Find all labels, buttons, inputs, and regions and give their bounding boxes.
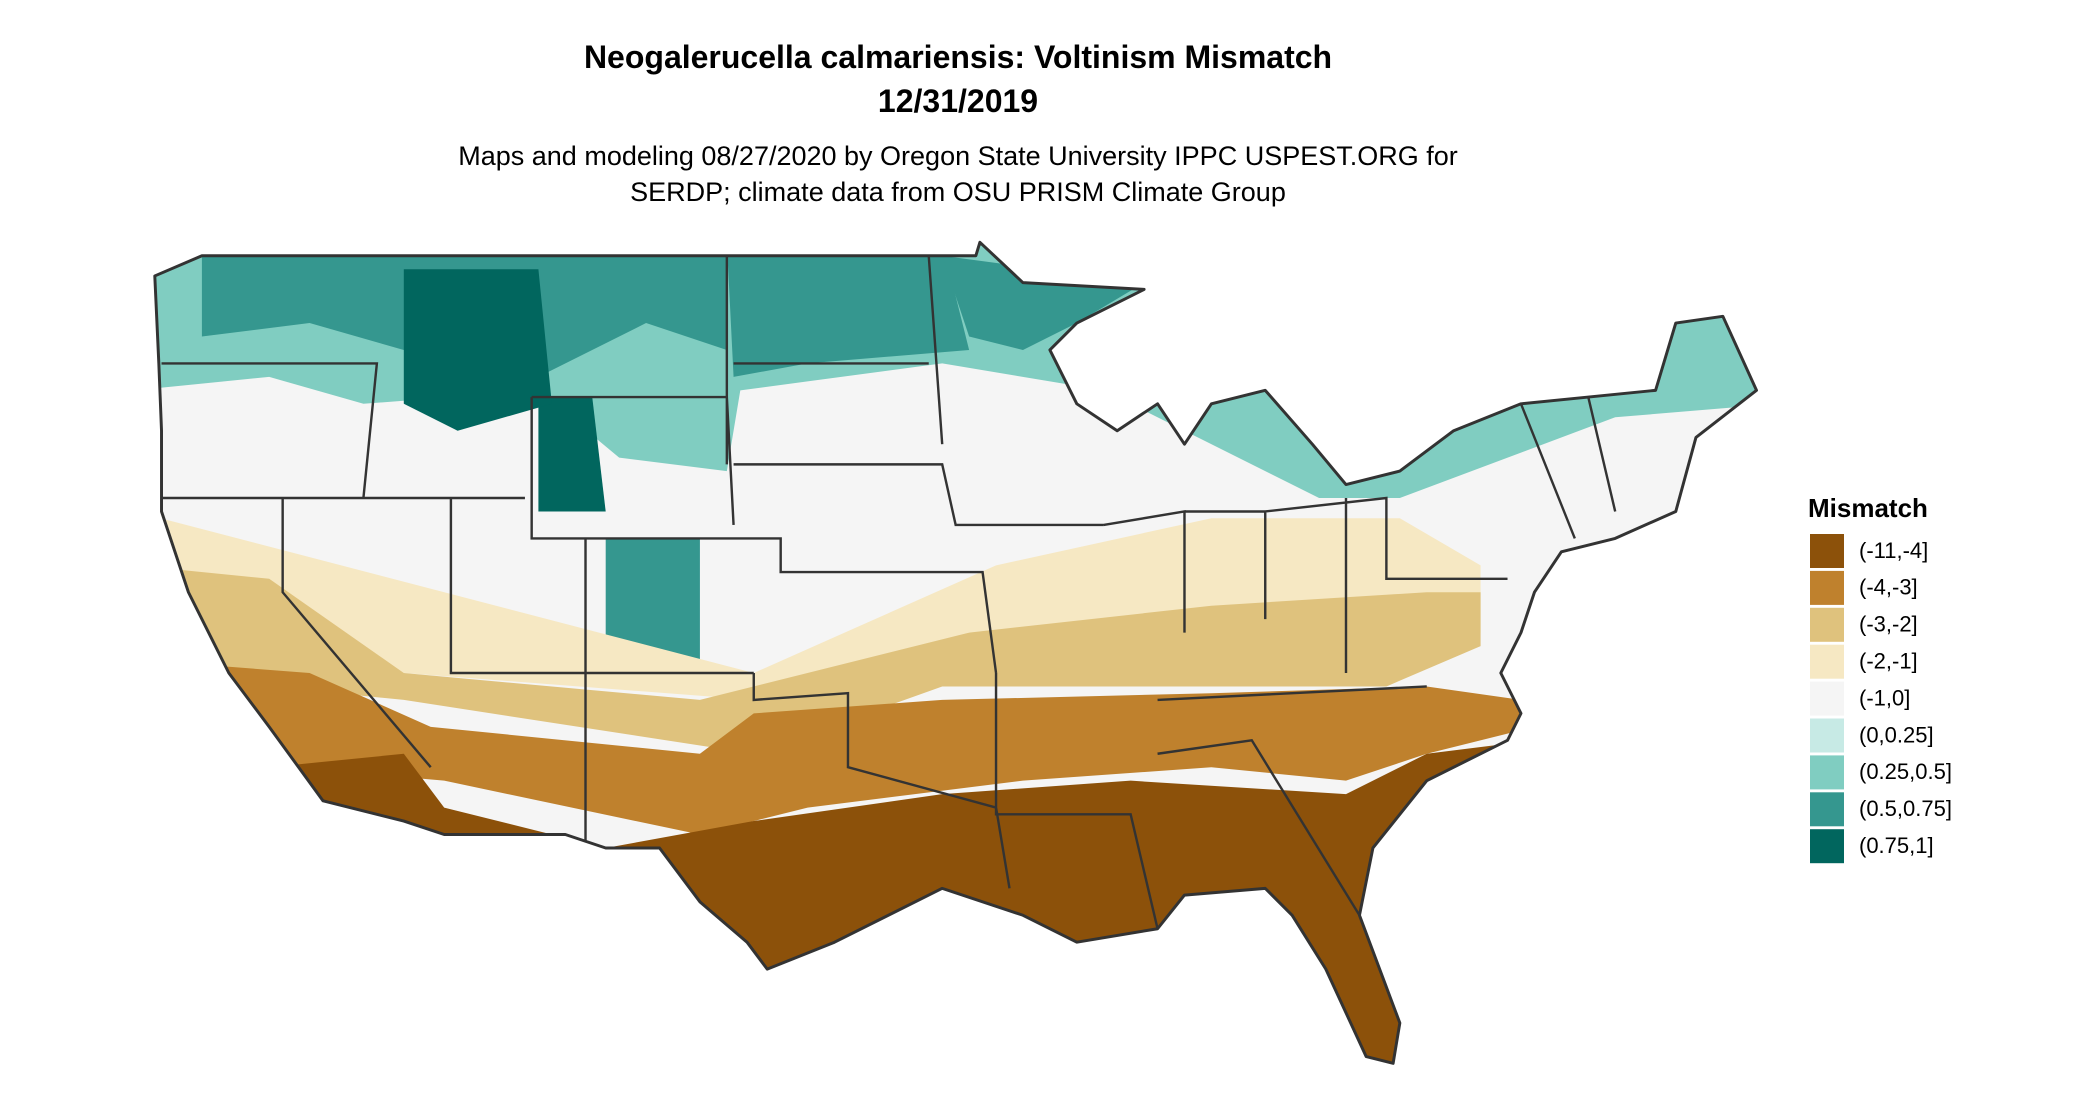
legend-swatch <box>1810 718 1844 753</box>
legend-label: (0,0.25] <box>1859 722 1934 747</box>
legend-swatch <box>1810 570 1844 605</box>
legend-swatch <box>1810 755 1844 790</box>
legend-label: (-2,-1] <box>1859 649 1918 674</box>
legend-swatch <box>1810 534 1844 568</box>
legend-swatch <box>1810 829 1844 864</box>
legend-label: (0.5,0.75] <box>1859 796 1952 821</box>
legend-swatch <box>1810 607 1844 642</box>
legend-swatch <box>1810 681 1844 716</box>
subtitle: SERDP; climate data from OSU PRISM Clima… <box>630 177 1286 207</box>
title: Neogalerucella calmariensis: Voltinism M… <box>584 39 1332 75</box>
legend-label: (0.75,1] <box>1859 833 1934 858</box>
legend-label: (-3,-2] <box>1859 612 1918 637</box>
legend-title: Mismatch <box>1808 493 1928 523</box>
legend: (-11,-4] (-4,-3] (-3,-2] (-2,-1] (-1,0] (0,0.… <box>1810 534 1952 864</box>
title-date: 12/31/2019 <box>878 83 1038 119</box>
legend-label: (-1,0] <box>1859 685 1910 710</box>
legend-label: (-11,-4] <box>1859 538 1928 563</box>
map <box>153 240 1759 1065</box>
subtitle: Maps and modeling 08/27/2020 by Oregon S… <box>458 141 1458 171</box>
legend-swatch <box>1810 792 1844 827</box>
legend-label: (-4,-3] <box>1859 575 1918 600</box>
legend-swatch <box>1810 644 1844 679</box>
legend-label: (0.25,0.5] <box>1859 759 1952 784</box>
